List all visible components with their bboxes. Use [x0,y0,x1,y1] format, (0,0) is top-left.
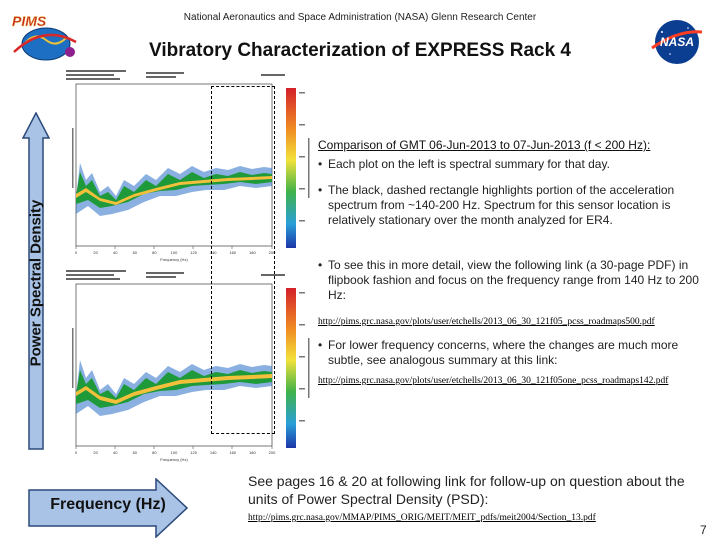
spec2-tick-60: 60 [133,450,138,455]
psd-arrow [22,112,50,450]
bullet-text: For lower frequency concerns, where the … [328,338,679,367]
nasa-logo: NASA [651,20,703,64]
spectrogram-day-2: 0 20 40 60 80 100 120 140 160 180 200 Fr… [56,268,318,463]
spec1-tick-140: 140 [210,250,217,255]
frequency-arrow [28,478,188,538]
bullet-text: The black, dashed rectangle highlights p… [328,183,675,227]
bullet-item: • The black, dashed rectangle highlights… [318,183,712,228]
frequency-axis-label: Frequency (Hz) [50,496,166,513]
bullet-item: • To see this in more detail, view the f… [318,258,712,303]
spec2-tick-20: 20 [93,450,98,455]
bullet-dot-icon: • [318,183,323,197]
spec2-tick-40: 40 [113,450,118,455]
comparison-heading: Comparison of GMT 06-Jun-2013 to 07-Jun-… [318,138,651,152]
highlight-rectangle [211,86,275,434]
spec2-xlabel: Frequency (Hz) [160,457,188,462]
slide-title: Vibratory Characterization of EXPRESS Ra… [148,40,572,61]
spec1-xlabel: Frequency (Hz) [160,257,188,262]
spec1-tick-100: 100 [171,250,178,255]
page-number: 7 [700,523,707,537]
spec1-tick-200: 200 [269,250,276,255]
bullet-dot-icon: • [318,157,323,171]
psd-units-note: See pages 16 & 20 at following link for … [248,473,685,507]
pims-logo: PIMS [12,13,77,61]
spec1-tick-20: 20 [93,250,98,255]
bullet-item: • For lower frequency concerns, where th… [318,338,712,368]
bullet-text: To see this in more detail, view the fol… [328,258,699,302]
meit-section-link[interactable]: http://pims.grc.nasa.gov/MMAP/PIMS_ORIG/… [248,513,596,523]
spec1-tick-60: 60 [133,250,138,255]
spec2-tick-180: 180 [249,450,256,455]
spec2-tick-160: 160 [229,450,236,455]
psd-axis-label: Power Spectral Density [27,199,45,367]
pims-logo-text: PIMS [12,13,47,29]
spec2-tick-100: 100 [171,450,178,455]
spec2-tick-80: 80 [152,450,157,455]
spec2-tick-0: 0 [75,450,78,455]
spec1-tick-80: 80 [152,250,157,255]
roadmap-142-link[interactable]: http://pims.grc.nasa.gov/plots/user/etch… [318,376,669,386]
bullet-item: • Each plot on the left is spectral summ… [318,157,712,172]
spec1-tick-0: 0 [75,250,78,255]
bullet-dot-icon: • [318,338,323,352]
spec1-tick-120: 120 [190,250,197,255]
nasa-logo-text: NASA [660,35,694,49]
spectrogram-day-1: 0 20 40 60 80 100 120 140 160 180 200 Fr… [56,68,318,263]
spec1-tick-40: 40 [113,250,118,255]
roadmap-500-link[interactable]: http://pims.grc.nasa.gov/plots/user/etch… [318,317,655,327]
spec2-tick-200: 200 [269,450,276,455]
bullet-dot-icon: • [318,258,323,272]
bullet-text: Each plot on the left is spectral summar… [328,157,610,171]
org-header: National Aeronautics and Space Administr… [183,12,537,23]
spec2-tick-140: 140 [210,450,217,455]
spec1-tick-160: 160 [229,250,236,255]
spec1-tick-180: 180 [249,250,256,255]
spec2-tick-120: 120 [190,450,197,455]
